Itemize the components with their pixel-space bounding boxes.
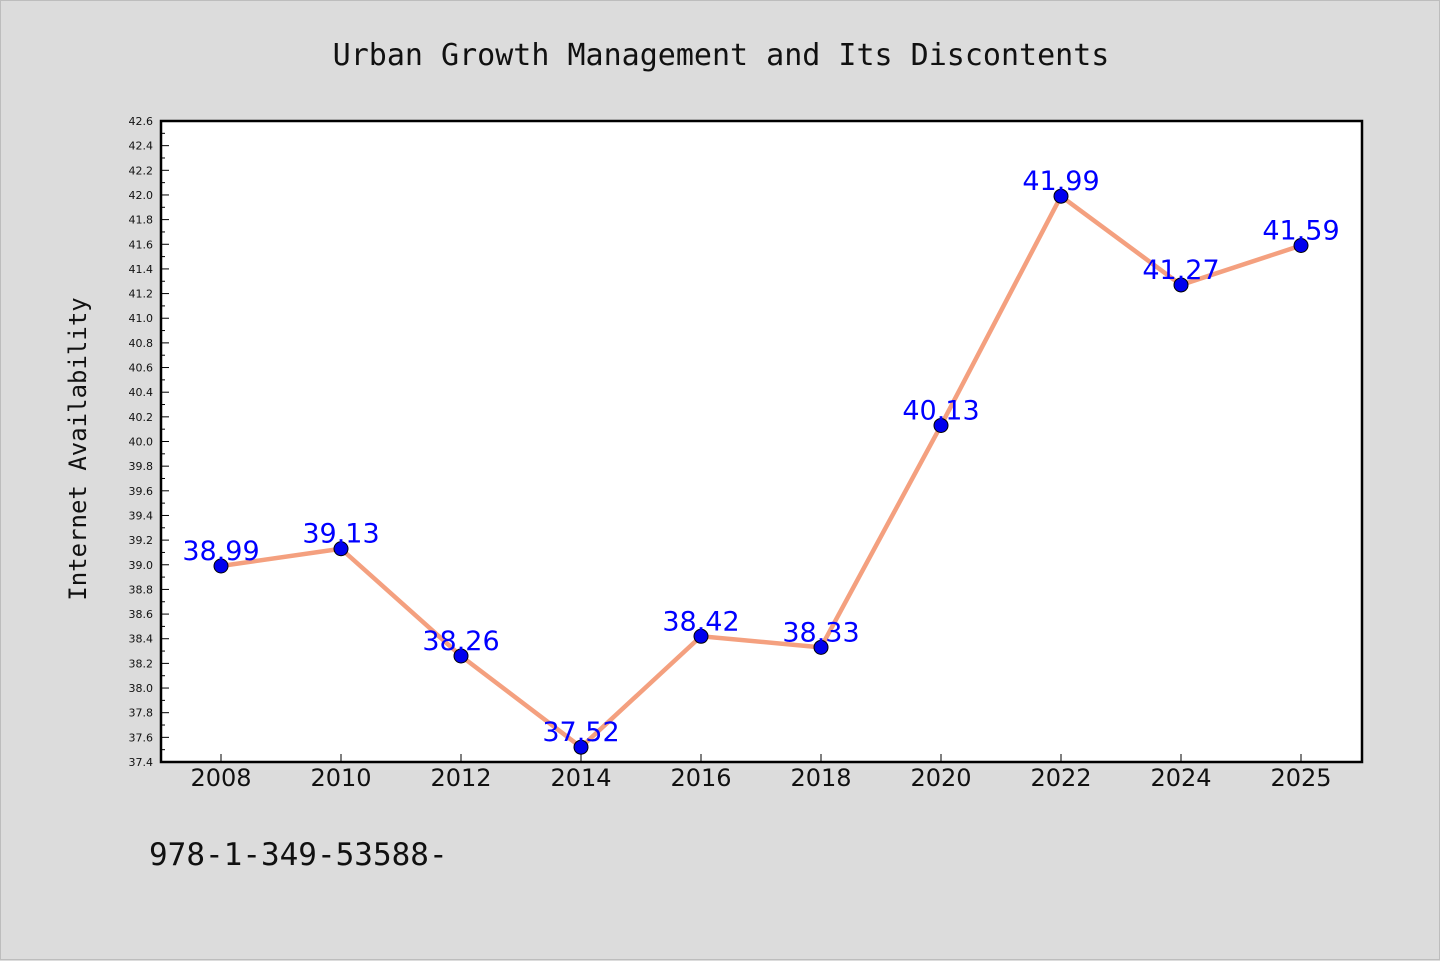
y-tick-label: 39.2 xyxy=(129,534,154,547)
data-point xyxy=(1293,238,1309,254)
data-label: 41.27 xyxy=(1142,255,1219,286)
y-tick-label: 42.4 xyxy=(129,140,154,153)
y-tick-label: 38.6 xyxy=(129,608,154,621)
x-tick-label: 2008 xyxy=(190,764,251,792)
y-tick-label: 38.0 xyxy=(129,682,154,695)
footer-code: 978-1-349-53588- xyxy=(149,837,448,873)
data-label: 38.33 xyxy=(782,617,859,648)
plot-area xyxy=(159,119,1364,764)
data-point xyxy=(213,558,229,574)
data-label: 41.99 xyxy=(1022,166,1099,197)
data-point xyxy=(573,739,589,755)
x-tick-label: 2016 xyxy=(670,764,731,792)
y-tick-label: 40.6 xyxy=(129,362,154,375)
data-point xyxy=(1173,277,1189,293)
y-tick-label: 41.6 xyxy=(129,238,154,251)
data-label: 38.26 xyxy=(422,626,499,657)
x-tick-label: 2012 xyxy=(430,764,491,792)
x-tick-label: 2022 xyxy=(1030,764,1091,792)
data-label: 38.42 xyxy=(662,606,739,637)
x-tick-label: 2018 xyxy=(790,764,851,792)
x-tick-label: 2010 xyxy=(310,764,371,792)
y-axis-ticks: 37.4 37.6 37.8 38.0 38.2 38.4 38.6 38.8 39.0 39.2… xyxy=(129,115,169,769)
y-tick-label: 38.4 xyxy=(129,633,154,646)
y-tick-label: 37.8 xyxy=(129,707,154,720)
y-tick-label: 41.4 xyxy=(129,263,154,276)
data-point xyxy=(933,417,949,433)
y-tick-label: 41.8 xyxy=(129,214,154,227)
data-label: 40.13 xyxy=(902,395,979,426)
y-tick-label: 38.8 xyxy=(129,583,154,596)
y-tick-label: 37.6 xyxy=(129,731,154,744)
data-label: 38.99 xyxy=(182,536,259,567)
y-tick-label: 39.6 xyxy=(129,485,154,498)
y-tick-label: 40.0 xyxy=(129,436,154,449)
series-line xyxy=(220,193,1302,750)
data-point xyxy=(453,648,469,664)
x-tick-label: 2014 xyxy=(550,764,611,792)
y-tick-label: 39.4 xyxy=(129,509,154,522)
y-tick-label: 41.0 xyxy=(129,312,154,325)
y-tick-label: 40.8 xyxy=(129,337,154,350)
y-tick-label: 41.2 xyxy=(129,288,154,301)
x-tick-label: 2020 xyxy=(910,764,971,792)
data-point xyxy=(333,541,349,557)
y-tick-label: 40.4 xyxy=(129,386,154,399)
y-tick-label: 39.8 xyxy=(129,460,154,473)
y-tick-label: 42.6 xyxy=(129,115,154,128)
data-label: 41.59 xyxy=(1262,216,1339,247)
chart-title: Urban Growth Management and Its Disconte… xyxy=(333,38,1110,73)
series-layer xyxy=(213,188,1309,755)
data-label: 37.52 xyxy=(542,717,619,748)
y-tick-label: 42.2 xyxy=(129,164,154,177)
y-tick-label: 37.4 xyxy=(129,756,154,769)
data-label: 39.13 xyxy=(302,519,379,550)
y-tick-label: 40.2 xyxy=(129,411,154,424)
y-axis-label: Internet Availability xyxy=(64,297,92,600)
y-tick-label: 39.0 xyxy=(129,559,154,572)
x-axis-ticks: 2008 2010 2012 2014 2016 2018 2020 2022 2024 2025 xyxy=(190,754,1332,792)
x-tick-label: 2024 xyxy=(1150,764,1211,792)
data-labels: 38.99 39.13 38.26 37.52 38.42 38.33 40.13 41.99… xyxy=(182,166,1339,748)
data-point xyxy=(1053,188,1069,204)
data-point xyxy=(693,628,709,644)
data-point xyxy=(813,639,829,655)
x-tick-label: 2025 xyxy=(1270,764,1331,792)
y-tick-label: 38.2 xyxy=(129,657,154,670)
y-tick-label: 42.0 xyxy=(129,189,154,202)
